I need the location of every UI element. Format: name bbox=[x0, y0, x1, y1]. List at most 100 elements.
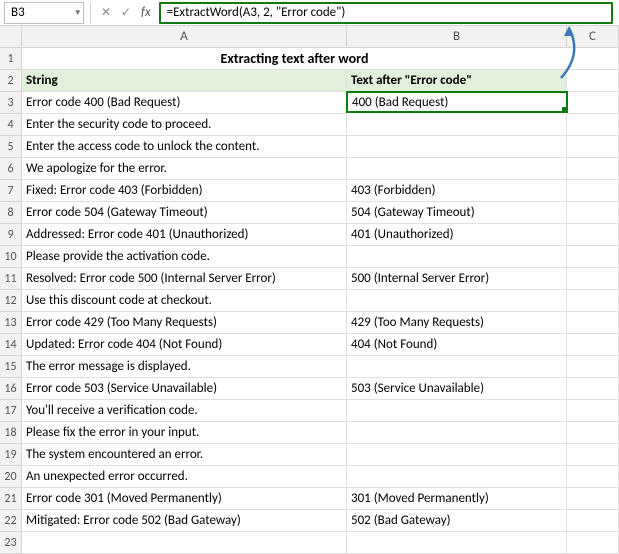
row-header[interactable]: 21 bbox=[0, 488, 22, 510]
row-header[interactable]: 1 bbox=[0, 48, 22, 70]
cell-result[interactable] bbox=[347, 158, 567, 180]
cell-string[interactable]: Resolved: Error code 500 (Internal Serve… bbox=[22, 268, 347, 290]
row-header[interactable]: 5 bbox=[0, 136, 22, 158]
cell-result[interactable] bbox=[347, 136, 567, 158]
cell-result[interactable]: 503 (Service Unavailable) bbox=[347, 378, 567, 400]
cell-c[interactable] bbox=[567, 488, 619, 510]
cell-result[interactable] bbox=[347, 114, 567, 136]
cell-c[interactable] bbox=[567, 378, 619, 400]
row-header[interactable]: 22 bbox=[0, 510, 22, 532]
cell-result[interactable]: 500 (Internal Server Error) bbox=[347, 268, 567, 290]
cell-string[interactable]: Enter the security code to proceed. bbox=[22, 114, 347, 136]
row-header[interactable]: 19 bbox=[0, 444, 22, 466]
cell-result[interactable] bbox=[347, 422, 567, 444]
row-header[interactable]: 17 bbox=[0, 400, 22, 422]
cell-c[interactable] bbox=[567, 312, 619, 334]
spreadsheet-grid[interactable]: ABC1Extracting text after word2StringTex… bbox=[0, 26, 619, 554]
cell-result[interactable]: 401 (Unauthorized) bbox=[347, 224, 567, 246]
cell-result[interactable]: 403 (Forbidden) bbox=[347, 180, 567, 202]
row-header[interactable]: 3 bbox=[0, 92, 22, 114]
cell-string[interactable]: Error code 504 (Gateway Timeout) bbox=[22, 202, 347, 224]
cell-string[interactable]: Please fix the error in your input. bbox=[22, 422, 347, 444]
cell-string[interactable]: Mitigated: Error code 502 (Bad Gateway) bbox=[22, 510, 347, 532]
cell-result[interactable]: 404 (Not Found) bbox=[347, 334, 567, 356]
cell-string[interactable]: Error code 429 (Too Many Requests) bbox=[22, 312, 347, 334]
cell-result[interactable]: 429 (Too Many Requests) bbox=[347, 312, 567, 334]
divider bbox=[90, 2, 91, 24]
cell-result[interactable]: 504 (Gateway Timeout) bbox=[347, 202, 567, 224]
cell-c[interactable] bbox=[567, 334, 619, 356]
select-all-corner[interactable] bbox=[0, 26, 22, 48]
cell-string[interactable]: You'll receive a verification code. bbox=[22, 400, 347, 422]
cell-result[interactable] bbox=[347, 290, 567, 312]
cell-string[interactable]: The system encountered an error. bbox=[22, 444, 347, 466]
cell-string[interactable]: Fixed: Error code 403 (Forbidden) bbox=[22, 180, 347, 202]
cell-c[interactable] bbox=[567, 224, 619, 246]
cell-string[interactable]: Enter the access code to unlock the cont… bbox=[22, 136, 347, 158]
cell-result[interactable] bbox=[347, 532, 567, 554]
cell-c[interactable] bbox=[567, 158, 619, 180]
fx-icon[interactable]: fx bbox=[137, 5, 155, 20]
cell-result[interactable] bbox=[347, 356, 567, 378]
cell-c[interactable] bbox=[567, 114, 619, 136]
cell-c[interactable] bbox=[567, 510, 619, 532]
cell-c[interactable] bbox=[567, 268, 619, 290]
cell-string[interactable]: Use this discount code at checkout. bbox=[22, 290, 347, 312]
arrow-callout-icon bbox=[557, 26, 581, 82]
cell-string[interactable]: Updated: Error code 404 (Not Found) bbox=[22, 334, 347, 356]
row-header[interactable]: 13 bbox=[0, 312, 22, 334]
cell-string[interactable]: Addressed: Error code 401 (Unauthorized) bbox=[22, 224, 347, 246]
cell-string[interactable]: Error code 400 (Bad Request) bbox=[22, 92, 347, 114]
row-header[interactable]: 23 bbox=[0, 532, 22, 554]
row-header[interactable]: 12 bbox=[0, 290, 22, 312]
name-box[interactable]: B3 ▾ bbox=[4, 2, 84, 24]
cell-c[interactable] bbox=[567, 290, 619, 312]
cell-c[interactable] bbox=[567, 422, 619, 444]
cancel-icon[interactable]: ✕ bbox=[97, 4, 115, 22]
row-header[interactable]: 20 bbox=[0, 466, 22, 488]
column-header[interactable]: B bbox=[347, 26, 567, 48]
cell-result[interactable]: 400 (Bad Request) bbox=[346, 91, 568, 113]
row-header[interactable]: 6 bbox=[0, 158, 22, 180]
cell-c[interactable] bbox=[567, 136, 619, 158]
row-header[interactable]: 18 bbox=[0, 422, 22, 444]
cell-result[interactable] bbox=[347, 246, 567, 268]
cell-string[interactable]: The error message is displayed. bbox=[22, 356, 347, 378]
row-header[interactable]: 16 bbox=[0, 378, 22, 400]
column-header[interactable]: A bbox=[22, 26, 347, 48]
cell-string[interactable] bbox=[22, 532, 347, 554]
title-cell: Extracting text after word bbox=[22, 48, 567, 70]
row-header[interactable]: 9 bbox=[0, 224, 22, 246]
header-result: Text after "Error code" bbox=[347, 70, 567, 92]
cell-c[interactable] bbox=[567, 466, 619, 488]
cell-string[interactable]: We apologize for the error. bbox=[22, 158, 347, 180]
row-header[interactable]: 10 bbox=[0, 246, 22, 268]
cell-result[interactable] bbox=[347, 466, 567, 488]
cell-c[interactable] bbox=[567, 532, 619, 554]
row-header[interactable]: 4 bbox=[0, 114, 22, 136]
cell-string[interactable]: Error code 503 (Service Unavailable) bbox=[22, 378, 347, 400]
row-header[interactable]: 8 bbox=[0, 202, 22, 224]
accept-icon[interactable]: ✓ bbox=[117, 4, 135, 22]
row-header[interactable]: 11 bbox=[0, 268, 22, 290]
cell-c[interactable] bbox=[567, 444, 619, 466]
row-header[interactable]: 2 bbox=[0, 70, 22, 92]
formula-input[interactable]: =ExtractWord(A3, 2, "Error code") bbox=[159, 2, 613, 24]
row-header[interactable]: 15 bbox=[0, 356, 22, 378]
cell-c[interactable] bbox=[567, 180, 619, 202]
cell-result[interactable]: 301 (Moved Permanently) bbox=[347, 488, 567, 510]
cell-c[interactable] bbox=[567, 400, 619, 422]
cell-string[interactable]: Error code 301 (Moved Permanently) bbox=[22, 488, 347, 510]
cell-result[interactable] bbox=[347, 400, 567, 422]
cell-c[interactable] bbox=[567, 202, 619, 224]
cell-c[interactable] bbox=[567, 92, 619, 114]
chevron-down-icon[interactable]: ▾ bbox=[75, 7, 80, 18]
row-header[interactable]: 14 bbox=[0, 334, 22, 356]
cell-string[interactable]: Please provide the activation code. bbox=[22, 246, 347, 268]
cell-c[interactable] bbox=[567, 246, 619, 268]
cell-c[interactable] bbox=[567, 356, 619, 378]
cell-string[interactable]: An unexpected error occurred. bbox=[22, 466, 347, 488]
cell-result[interactable] bbox=[347, 444, 567, 466]
cell-result[interactable]: 502 (Bad Gateway) bbox=[347, 510, 567, 532]
row-header[interactable]: 7 bbox=[0, 180, 22, 202]
